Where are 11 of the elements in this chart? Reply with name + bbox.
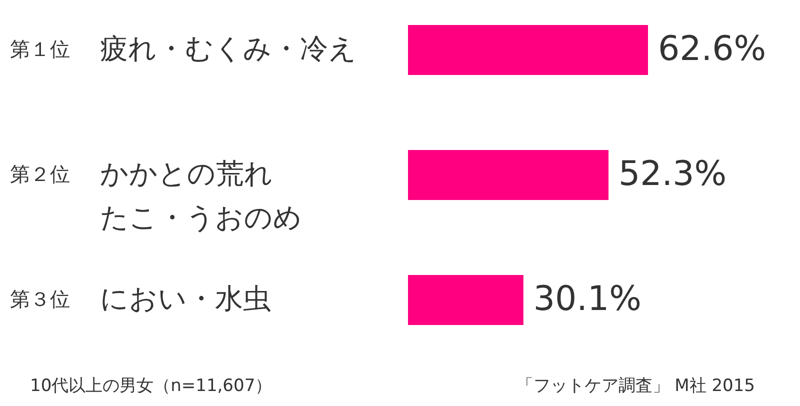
text: 第３位 <box>10 287 70 311</box>
y-tick-label: かかとの荒れたこ・うおのめ <box>100 157 302 234</box>
text: 10代以上の男女（n=11,607） <box>30 376 272 396</box>
data-label: 62.6% <box>658 29 766 69</box>
y-tick-label: におい・水虫 <box>100 282 271 315</box>
y-tick-label: 疲れ・むくみ・冷え <box>100 32 357 65</box>
text: 第２位 <box>10 162 70 186</box>
text: 「フットケア調査」 M社 2015 <box>516 376 755 396</box>
data-label: 52.3% <box>618 154 727 194</box>
data-label: 30.1% <box>533 279 642 319</box>
text: 第１位 <box>10 37 70 61</box>
